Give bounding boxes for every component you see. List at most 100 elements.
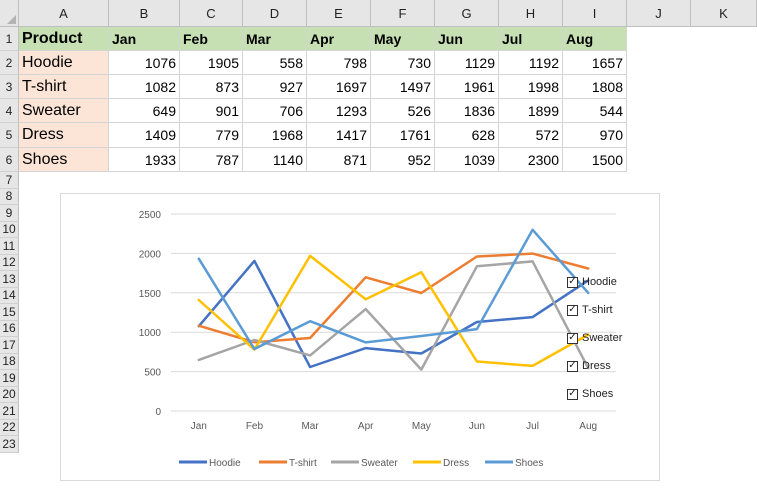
value-cell[interactable]: 1417 [307,123,371,148]
header-cell-month[interactable]: Mar [243,27,307,51]
select-all-corner[interactable] [0,0,19,27]
product-name-cell[interactable]: Hoodie [19,51,109,75]
row-header-16[interactable]: 16 [0,320,19,337]
row-header-6[interactable]: 6 [0,148,19,172]
row-header-22[interactable]: 22 [0,419,19,436]
series-toggle-t-shirt[interactable]: ✓ T-shirt [567,304,613,316]
checkbox-icon[interactable]: ✓ [567,276,578,288]
value-cell[interactable]: 1899 [499,99,563,123]
value-cell[interactable]: 706 [243,99,307,123]
column-header-b[interactable]: B [109,0,180,27]
row-header-20[interactable]: 20 [0,386,19,403]
column-header-a[interactable]: A [19,0,109,27]
value-cell[interactable]: 798 [307,51,371,75]
column-header-j[interactable]: J [627,0,691,27]
row-header-14[interactable]: 14 [0,287,19,304]
header-cell-month[interactable]: Apr [307,27,371,51]
value-cell[interactable]: 2300 [499,148,563,172]
line-chart[interactable]: 0 500 1000 1500 2000 2500 Jan Feb Mar Apr May Jun Ju… [60,193,660,481]
row-header-3[interactable]: 3 [0,75,19,99]
value-cell[interactable]: 526 [371,99,435,123]
value-cell[interactable]: 1293 [307,99,371,123]
header-cell-month[interactable]: Jun [435,27,499,51]
value-cell[interactable]: 1497 [371,75,435,99]
series-toggle-dress[interactable]: ✓ Dress [567,360,611,372]
value-cell[interactable]: 1082 [109,75,180,99]
value-cell[interactable]: 1998 [499,75,563,99]
row-header-10[interactable]: 10 [0,221,19,238]
value-cell[interactable]: 1761 [371,123,435,148]
row-header-15[interactable]: 15 [0,304,19,321]
row-header-7[interactable]: 7 [0,172,19,189]
row-header-18[interactable]: 18 [0,353,19,370]
header-cell-month[interactable]: May [371,27,435,51]
row-header-17[interactable]: 17 [0,337,19,354]
product-name-cell[interactable]: T-shirt [19,75,109,99]
row-header-19[interactable]: 19 [0,370,19,387]
checkbox-icon[interactable]: ✓ [567,304,578,316]
series-toggle-sweater[interactable]: ✓ Sweater [567,332,622,344]
value-cell[interactable]: 572 [499,123,563,148]
value-cell[interactable]: 649 [109,99,180,123]
value-cell[interactable]: 873 [180,75,243,99]
checkbox-icon[interactable]: ✓ [567,332,578,344]
header-cell-month[interactable]: Jan [109,27,180,51]
column-header-h[interactable]: H [499,0,563,27]
value-cell[interactable]: 871 [307,148,371,172]
row-header-12[interactable]: 12 [0,254,19,271]
value-cell[interactable]: 1961 [435,75,499,99]
value-cell[interactable]: 730 [371,51,435,75]
product-name-cell[interactable]: Dress [19,123,109,148]
header-cell-month[interactable]: Feb [180,27,243,51]
value-cell[interactable]: 1657 [563,51,627,75]
row-header-21[interactable]: 21 [0,403,19,420]
column-header-i[interactable]: I [563,0,627,27]
product-name-cell[interactable]: Shoes [19,148,109,172]
value-cell[interactable]: 1905 [180,51,243,75]
value-cell[interactable]: 787 [180,148,243,172]
value-cell[interactable]: 1129 [435,51,499,75]
series-toggle-hoodie[interactable]: ✓ Hoodie [567,276,617,288]
value-cell[interactable]: 952 [371,148,435,172]
row-header-1[interactable]: 1 [0,27,19,51]
value-cell[interactable]: 779 [180,123,243,148]
column-header-d[interactable]: D [243,0,307,27]
value-cell[interactable]: 1140 [243,148,307,172]
value-cell[interactable]: 970 [563,123,627,148]
checkbox-icon[interactable]: ✓ [567,360,578,372]
value-cell[interactable]: 1933 [109,148,180,172]
value-cell[interactable]: 558 [243,51,307,75]
value-cell[interactable]: 1968 [243,123,307,148]
value-cell[interactable]: 1836 [435,99,499,123]
header-cell-month[interactable]: Aug [563,27,627,51]
series-toggle-shoes[interactable]: ✓ Shoes [567,388,613,400]
column-header-k[interactable]: K [691,0,757,27]
value-cell[interactable]: 927 [243,75,307,99]
header-cell-month[interactable]: Jul [499,27,563,51]
value-cell[interactable]: 1697 [307,75,371,99]
row-header-5[interactable]: 5 [0,123,19,148]
row-header-8[interactable]: 8 [0,188,19,205]
row-header-23[interactable]: 23 [0,436,19,453]
value-cell[interactable]: 1500 [563,148,627,172]
row-header-13[interactable]: 13 [0,271,19,288]
row-header-9[interactable]: 9 [0,205,19,222]
row-header-4[interactable]: 4 [0,99,19,123]
value-cell[interactable]: 1039 [435,148,499,172]
value-cell[interactable]: 628 [435,123,499,148]
column-header-e[interactable]: E [307,0,371,27]
column-header-f[interactable]: F [371,0,435,27]
row-header-2[interactable]: 2 [0,51,19,75]
row-header-11[interactable]: 11 [0,238,19,255]
value-cell[interactable]: 1076 [109,51,180,75]
column-header-c[interactable]: C [180,0,243,27]
checkbox-icon[interactable]: ✓ [567,388,578,400]
value-cell[interactable]: 901 [180,99,243,123]
product-name-cell[interactable]: Sweater [19,99,109,123]
header-cell-product[interactable]: Product [19,27,109,51]
value-cell[interactable]: 1808 [563,75,627,99]
value-cell[interactable]: 1409 [109,123,180,148]
column-header-g[interactable]: G [435,0,499,27]
value-cell[interactable]: 1192 [499,51,563,75]
value-cell[interactable]: 544 [563,99,627,123]
